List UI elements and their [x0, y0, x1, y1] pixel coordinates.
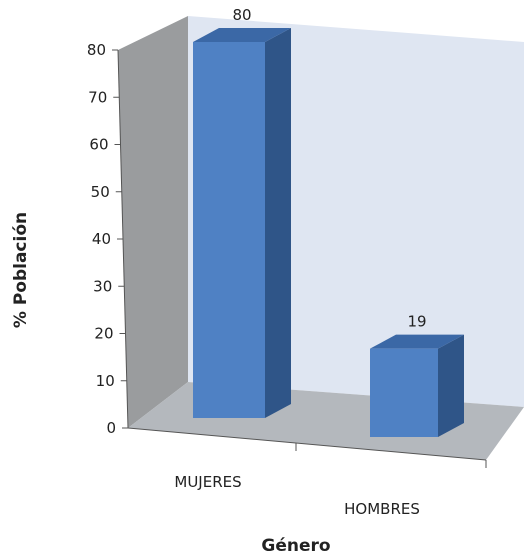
y-tick-label: 40	[92, 230, 111, 248]
y-tick-group: 0 10 20 30 40 50 60 70 80	[87, 41, 128, 437]
y-axis-title: % Población	[11, 212, 31, 328]
bar-top-mujeres	[193, 28, 291, 42]
x-axis-title: Género	[261, 536, 330, 556]
side-wall	[118, 16, 188, 428]
bar-hombres	[370, 348, 438, 437]
y-tick-label: 20	[94, 325, 113, 343]
y-tick-label: 30	[93, 277, 112, 295]
x-axis-line	[127, 427, 487, 461]
bar-top-hombres	[370, 334, 464, 349]
bar-side-mujeres	[265, 28, 291, 418]
y-tick-label: 0	[106, 419, 116, 437]
x-tick-label-mujeres: MUJERES	[174, 473, 241, 491]
x-tick-label-hombres: HOMBRES	[344, 500, 420, 518]
y-tick-label: 70	[88, 88, 107, 106]
y-tick-label: 50	[91, 183, 110, 201]
y-tick-label: 80	[87, 41, 106, 59]
data-label-hombres: 19	[407, 313, 426, 331]
bar-mujeres	[193, 42, 265, 418]
y-tick-label: 60	[89, 136, 108, 154]
bar-side-hombres	[438, 334, 464, 437]
data-label-mujeres: 80	[232, 6, 251, 24]
bars-group: 80 19	[193, 6, 464, 437]
y-tick-label: 10	[96, 372, 115, 390]
